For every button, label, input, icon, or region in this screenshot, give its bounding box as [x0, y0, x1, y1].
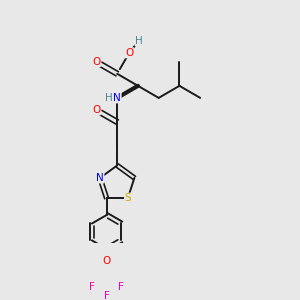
Text: O: O [125, 48, 134, 58]
Text: O: O [92, 105, 100, 115]
Text: O: O [102, 256, 111, 266]
Text: H: H [105, 93, 113, 103]
Text: O: O [92, 57, 100, 67]
Text: S: S [124, 193, 131, 203]
Text: N: N [113, 93, 121, 103]
Text: H: H [135, 36, 143, 46]
Text: N: N [96, 173, 104, 183]
Text: F: F [118, 282, 124, 292]
Text: F: F [103, 291, 109, 300]
Text: F: F [89, 282, 95, 292]
